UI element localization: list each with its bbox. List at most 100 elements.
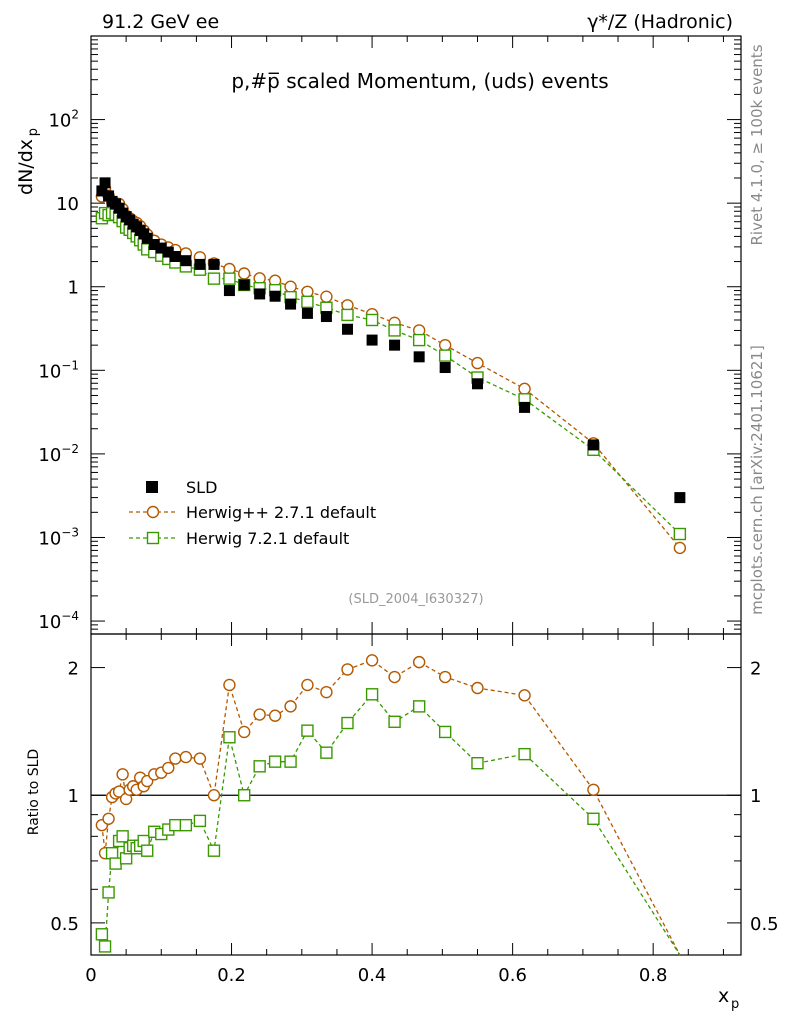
sld-point <box>254 288 266 300</box>
ratio-herwigpp-point <box>587 783 600 796</box>
sld-point <box>238 279 250 291</box>
sld-point <box>519 401 531 413</box>
ratio-herwigpp-point <box>301 678 314 692</box>
legend: SLD Herwig++ 2.7.1 default Herwig 7.2.1 … <box>129 478 376 548</box>
process-label: γ*/Z (Hadronic) <box>587 11 733 33</box>
herwig7-point <box>412 333 426 347</box>
ratio-y-tick-label: 2 <box>68 659 79 680</box>
herwigpp-point <box>438 338 452 352</box>
herwig7-point <box>223 272 236 285</box>
ratio-panel: 0 0.2 0.4 0.6 0.8 0.5 0.5 1 1 2 2 <box>50 633 779 986</box>
herwig7-point <box>388 324 401 337</box>
x-tick-label: 0 <box>85 965 96 986</box>
legend-label-herwigpp: Herwig++ 2.7.1 default <box>186 503 376 522</box>
ratio-y-tick-label-right: 1 <box>750 786 761 807</box>
ratio-herwigpp-point <box>169 752 182 765</box>
ratio-herwigpp-point <box>365 654 379 667</box>
ratio-herwigpp-point <box>253 708 266 721</box>
legend-marker-herwig7 <box>146 531 160 545</box>
ratio-frame <box>90 633 742 956</box>
ratio-herwig7-point <box>388 715 401 728</box>
spectrum-panel: 10−4 10−3 10−2 10−1 1 10 102 <box>38 35 742 635</box>
ratio-herwigpp-point <box>388 670 401 684</box>
x-tick-label: 0.6 <box>498 965 527 986</box>
sld-point <box>148 239 160 251</box>
ratio-herwig7-point <box>365 688 379 701</box>
sld-point <box>99 177 111 189</box>
mcplots-label: mcplots.cern.ch [arXiv:2401.10621] <box>748 345 766 615</box>
ratio-herwig7-point <box>119 852 133 865</box>
ratio-herwigpp-point <box>116 768 129 781</box>
ratio-herwig7-point <box>320 746 333 759</box>
ratio-herwig7-point <box>95 928 109 941</box>
ratio-y-tick-label-right: 2 <box>750 659 761 680</box>
plot-title: p,#p̅ scaled Momentum, (uds) events <box>231 69 608 93</box>
y-tick-label: 10−3 <box>38 525 79 549</box>
ratio-herwig7-point <box>268 755 282 768</box>
sld-point <box>439 362 451 374</box>
sld-point <box>320 311 332 323</box>
ratio-herwigpp-point <box>102 812 115 825</box>
y-axis-title-top: dN/dx p <box>15 128 41 195</box>
x-tick-label: 0.8 <box>639 965 668 986</box>
herwigpp-point <box>284 280 297 293</box>
sld-point <box>269 290 281 302</box>
ratio-herwig7-point <box>105 846 119 860</box>
ratio-y-tick-label-right: 0.5 <box>750 914 779 935</box>
y-axis-title-ratio: Ratio to SLD <box>26 749 42 835</box>
sld-point <box>366 334 378 346</box>
sld-point <box>301 307 313 319</box>
ratio-herwig7-point <box>169 818 182 832</box>
ratio-herwig7-point <box>193 814 207 828</box>
herwig7-point <box>673 527 687 541</box>
sld-point <box>389 339 401 351</box>
ratio-herwigpp-line <box>101 659 681 956</box>
ratio-herwigpp-point <box>223 678 236 692</box>
ratio-herwig7-point <box>301 724 314 737</box>
sld-point <box>471 378 483 390</box>
ratio-herwigpp-point <box>341 663 354 676</box>
y-tick-label: 10−2 <box>38 442 79 466</box>
ratio-herwig7-point <box>109 857 122 870</box>
herwigpp-point <box>673 541 687 555</box>
ratio-herwigpp-point <box>237 725 251 739</box>
energy-label: 91.2 GeV ee <box>102 11 219 33</box>
ratio-herwig7-point <box>207 844 221 857</box>
sld-point <box>169 251 181 263</box>
ratio-herwig7-point <box>341 716 354 730</box>
ratio-y-tick-label: 0.5 <box>50 914 79 935</box>
ratio-herwig7-point <box>587 812 600 825</box>
ratio-herwigpp-point <box>162 761 175 775</box>
y-tick-label: 10 <box>56 194 79 215</box>
ratio-herwigpp-point <box>207 789 221 802</box>
ratio-herwig7-point <box>98 940 112 953</box>
ratio-herwigpp-point <box>179 750 193 764</box>
ratio-herwig7-point <box>518 747 531 761</box>
sld-point <box>223 285 235 297</box>
ratio-herwig7-point <box>179 818 193 832</box>
sld-point <box>341 323 353 335</box>
y-tick-label: 102 <box>48 108 79 132</box>
ratio-herwigpp-point <box>518 689 531 702</box>
legend-marker-herwigpp <box>146 505 160 519</box>
analysis-id: (SLD_2004_I630327) <box>348 592 483 607</box>
y-axis-title-text: dN/dx <box>15 139 37 195</box>
herwigpp-point <box>518 382 531 396</box>
ratio-herwig7-point <box>237 789 251 802</box>
ratio-herwig7-point <box>223 731 236 744</box>
ratio-herwig7-point <box>412 700 426 713</box>
sld-point <box>413 351 425 363</box>
legend-label-sld: SLD <box>186 478 217 497</box>
sld-point <box>674 492 686 504</box>
sld-point <box>180 255 192 267</box>
legend-label-herwig7: Herwig 7.2.1 default <box>186 529 349 548</box>
ratio-herwig7-point <box>471 756 484 770</box>
ratio-herwigpp-point <box>284 700 297 713</box>
sld-point <box>162 246 174 258</box>
sld-point <box>155 242 167 254</box>
y-tick-label: 1 <box>68 278 79 299</box>
herwig7-point <box>341 308 354 322</box>
ratio-herwig7-point <box>284 755 297 768</box>
ratio-herwigpp-point <box>412 655 426 669</box>
